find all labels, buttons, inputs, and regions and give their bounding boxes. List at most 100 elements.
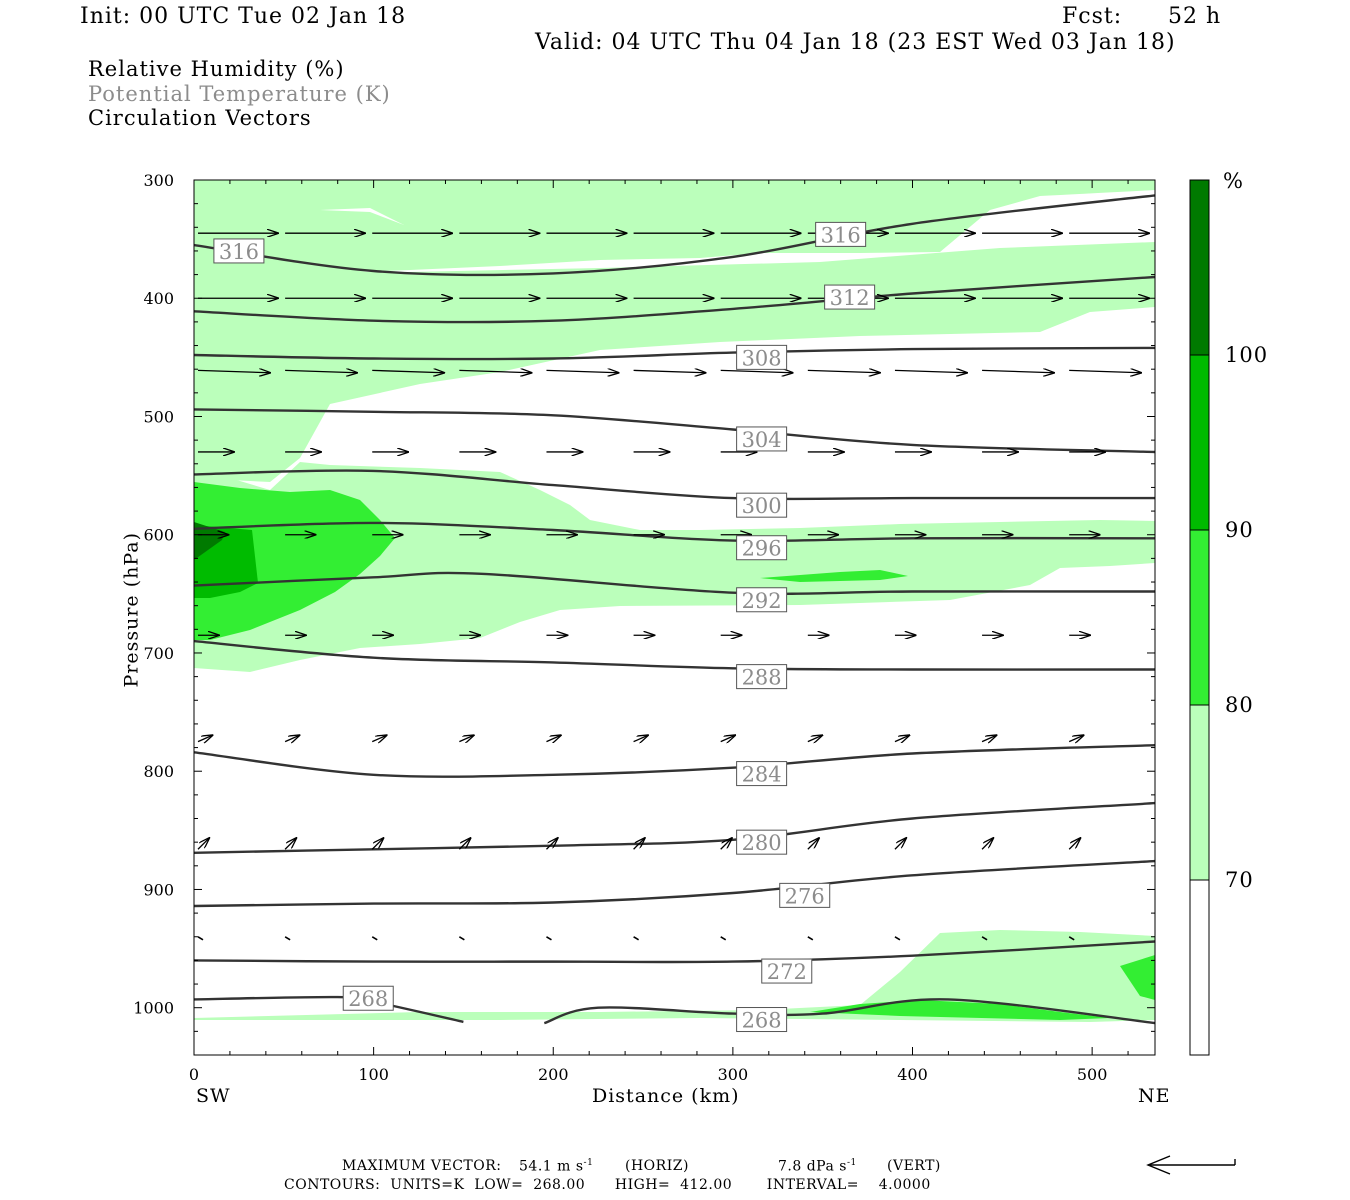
theta-label-box-276 <box>779 882 831 908</box>
theta-label-box-308 <box>736 344 788 370</box>
theta-label-304: 304 <box>742 428 782 452</box>
rh-70-80-lowlevel <box>194 930 1155 1022</box>
vector-arrow <box>458 936 465 941</box>
y-tick-label: 1000 <box>133 999 174 1018</box>
theta-label-box-268 <box>736 1007 788 1033</box>
vector-arrow <box>284 838 296 850</box>
theta-label-308: 308 <box>742 346 782 370</box>
x-tick-label: 400 <box>897 1065 928 1084</box>
contour-info: CONTOURS: UNITS=K LOW= 268.00 HIGH= 412.… <box>284 1177 931 1193</box>
x-tick-label: 0 <box>189 1065 199 1084</box>
vector-arrow <box>807 735 822 741</box>
vector-arrow <box>633 370 706 372</box>
theta-label-268: 268 <box>348 987 388 1011</box>
theta-label-312: 312 <box>830 286 870 310</box>
y-tick-label: 500 <box>143 407 174 426</box>
valid-time: Valid: 04 UTC Thu 04 Jan 18 (23 EST Wed … <box>535 30 1176 55</box>
vector-arrow <box>197 370 270 372</box>
theta-contour-288 <box>194 639 1155 671</box>
colorbar-level-70: 70 <box>1225 868 1254 892</box>
vector-arrow <box>981 735 996 741</box>
vector-arrow <box>371 735 386 741</box>
vector-arrow <box>371 838 383 850</box>
rh-100 <box>194 522 225 560</box>
vector-arrow <box>458 838 470 850</box>
theta-contour-284 <box>194 744 1155 778</box>
theta-label-box-272 <box>761 958 813 984</box>
theta-contour-268 <box>543 998 1155 1025</box>
theta-label-box-296 <box>736 535 788 561</box>
vector-arrow <box>981 838 993 850</box>
theta-contour-316 <box>194 194 1155 277</box>
circulation-vectors <box>197 233 1149 941</box>
x-tick-label: 100 <box>358 1065 389 1084</box>
theta-label-box-316 <box>213 238 265 264</box>
vector-arrow <box>284 936 291 941</box>
vector-arrow <box>633 838 645 850</box>
max-vector-vert: 7.8 dPa s-1 <box>778 1158 857 1175</box>
y-tick-label: 400 <box>143 289 174 308</box>
legend-potential-temperature: Potential Temperature (K) <box>88 82 391 106</box>
vector-arrow <box>1068 735 1083 741</box>
colorbar-level-80: 80 <box>1225 693 1254 717</box>
theta-contour-304 <box>194 408 1155 454</box>
theta-label-box-316 <box>815 221 867 247</box>
rh-80-90-band <box>760 570 908 582</box>
vector-arrow <box>720 838 732 850</box>
y-tick-label: 600 <box>143 526 174 545</box>
theta-label-272: 272 <box>767 960 807 984</box>
theta-label-box-300 <box>736 492 788 518</box>
max-vector-horiz: 54.1 m s-1 <box>519 1158 594 1175</box>
theta-label-276: 276 <box>785 884 825 908</box>
y-axis-title: Pressure (hPa) <box>120 531 143 688</box>
vector-arrow <box>1068 838 1080 850</box>
vector-arrow <box>894 370 967 372</box>
y-tick-label: 900 <box>143 880 174 899</box>
rh-70-80-upper <box>194 180 1155 275</box>
vector-arrow <box>807 838 819 850</box>
max-vector-label: MAXIMUM VECTOR: <box>342 1158 502 1174</box>
theta-label-box-292 <box>736 587 788 613</box>
x-axis-title: Distance (km) <box>592 1085 740 1107</box>
theta-contour-300 <box>194 469 1155 501</box>
vector-arrow <box>285 370 357 372</box>
theta-label-280: 280 <box>742 831 782 855</box>
legend-circulation-vectors: Circulation Vectors <box>88 106 312 130</box>
theta-label-box-284 <box>736 761 788 787</box>
vector-arrow <box>720 370 793 372</box>
vector-arrow <box>894 838 906 850</box>
vector-arrow <box>546 370 618 372</box>
x-tick-label: 500 <box>1077 1065 1108 1084</box>
vector-arrow <box>1068 936 1075 941</box>
vector-arrow <box>197 936 204 941</box>
max-vector-vert-tag: (VERT) <box>887 1158 941 1174</box>
theta-contour-272 <box>194 940 1155 964</box>
x-axis-sw-label: SW <box>196 1085 231 1107</box>
y-tick-label: 800 <box>143 762 174 781</box>
axes: 300 400 500 600 700 800 900 1000 0 100 200 300 400 50… <box>133 171 1155 1084</box>
colorbar-unit: % <box>1223 169 1244 193</box>
rh-shading <box>194 180 1155 1022</box>
theta-contour-labels: 316 316 312 308 304 300 296 292 288 284 280 276 272 2… <box>213 221 876 1033</box>
theta-contour-312 <box>194 275 1155 324</box>
vector-arrow <box>981 936 988 941</box>
theta-label-box-268 <box>342 985 394 1011</box>
theta-contours <box>194 194 1155 1025</box>
theta-label-316: 316 <box>219 240 259 264</box>
theta-label-284: 284 <box>742 763 782 787</box>
vector-arrow <box>807 370 880 372</box>
y-tick-label: 700 <box>143 644 174 663</box>
colorbar-level-100: 100 <box>1225 343 1269 367</box>
y-tick-label: 300 <box>143 171 174 190</box>
theta-label-box-280 <box>736 829 788 855</box>
theta-contour-292 <box>194 571 1155 595</box>
theta-label-288: 288 <box>742 666 782 690</box>
vector-arrow <box>372 370 444 372</box>
forecast-hour: 52 h <box>1168 4 1222 29</box>
vector-arrow <box>546 735 560 741</box>
vector-arrow <box>633 735 648 741</box>
vector-arrow <box>459 370 531 372</box>
colorbar-level-90: 90 <box>1225 518 1254 542</box>
vector-arrow <box>982 370 1054 372</box>
